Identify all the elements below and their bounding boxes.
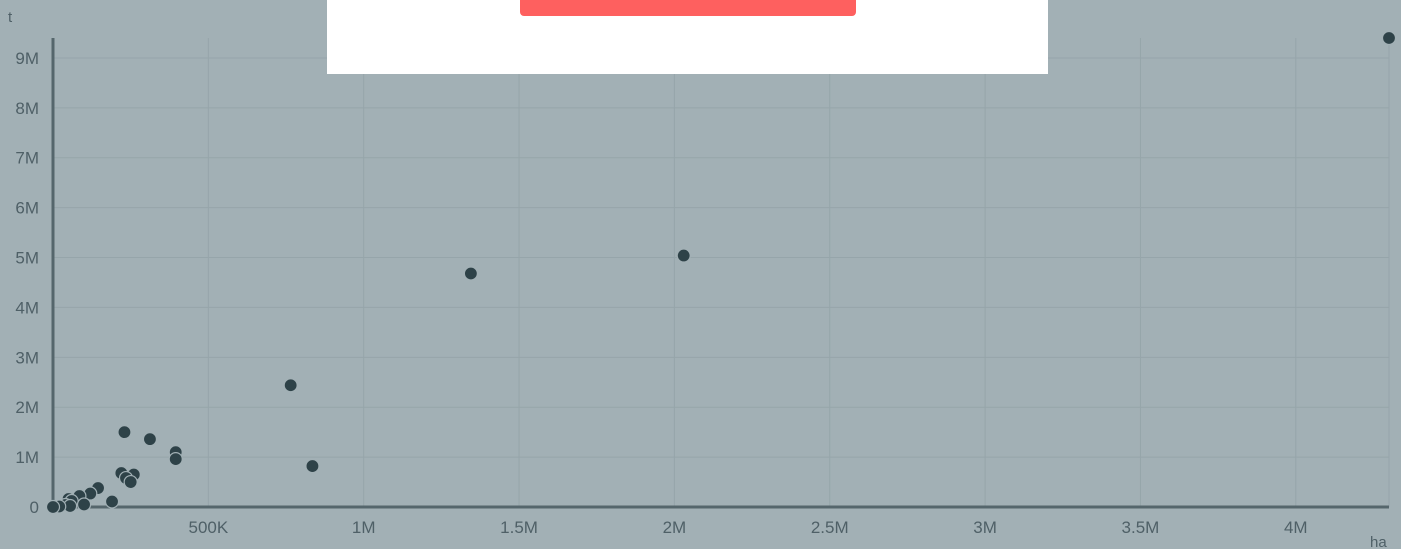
y-tick-label: 2M [15,398,39,417]
axes [51,38,1389,509]
y-axis-unit-label: t [8,9,13,26]
scatter-point[interactable] [142,432,158,447]
x-tick-label: 1.5M [500,518,538,537]
y-tick-label: 5M [15,249,39,268]
y-tick-labels: 0 1M 2M 3M 4M 5M 6M 7M 8M 9M [15,49,39,517]
scatter-point[interactable] [76,497,92,512]
scatter-point[interactable] [45,499,61,515]
x-tick-label: 500K [188,518,228,537]
y-tick-label: 6M [15,199,39,218]
x-axis-unit-label: ha [1370,534,1387,549]
y-tick-label: 0 [30,498,39,517]
x-tick-label: 4M [1284,518,1308,537]
x-tick-labels: 500K 1M 1.5M 2M 2.5M 3M 3.5M 4M [188,518,1307,537]
x-tick-label: 2.5M [811,518,849,537]
scatter-point[interactable] [305,458,320,474]
grid [53,38,1390,507]
x-tick-label: 3.5M [1122,518,1160,537]
x-tick-label: 3M [973,518,997,537]
scatter-point[interactable] [1381,30,1397,46]
y-tick-label: 1M [15,448,39,467]
scatter-point[interactable] [463,266,478,281]
popup-action-button[interactable] [520,0,856,16]
y-tick-label: 8M [15,99,39,118]
scatter-point[interactable] [283,378,298,393]
y-tick-label: 9M [15,49,39,68]
y-tick-label: 4M [15,298,39,317]
scatter-point[interactable] [104,494,120,509]
scatter-point[interactable] [123,474,138,490]
y-tick-label: 7M [15,149,39,168]
scatter-point[interactable] [676,248,691,263]
y-tick-label: 3M [15,348,39,367]
x-tick-label: 2M [663,518,687,537]
x-tick-label: 1M [352,518,376,537]
scatter-point[interactable] [168,452,183,467]
scatter-point[interactable] [117,425,132,440]
popup-panel [327,0,1048,74]
data-points [45,30,1397,515]
